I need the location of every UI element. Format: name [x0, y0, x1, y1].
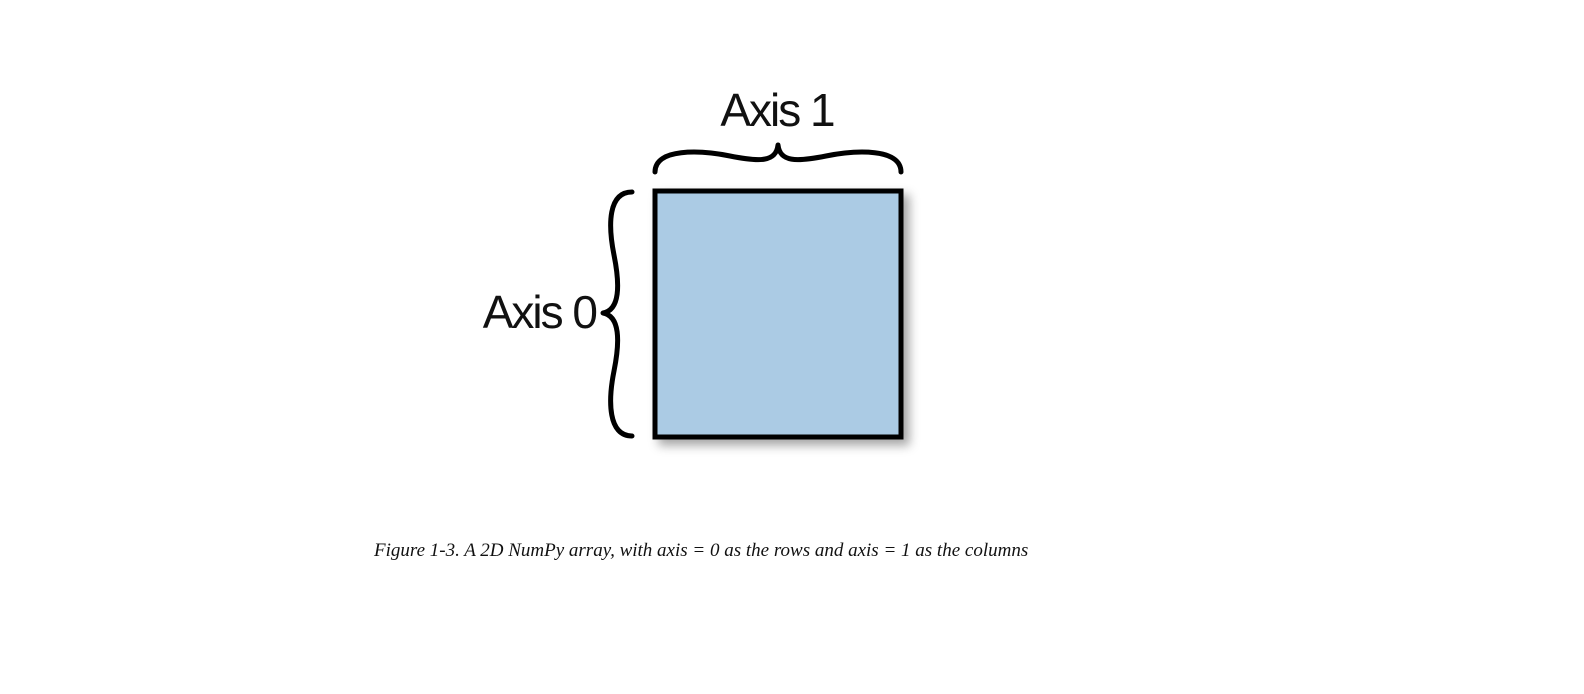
axis0-brace	[600, 189, 635, 439]
array-square	[652, 188, 904, 440]
figure-caption: Figure 1-3. A 2D NumPy array, with axis …	[374, 540, 1029, 561]
axis1-label: Axis 1	[720, 84, 834, 136]
axis0-label: Axis 0	[483, 286, 597, 338]
axis1-brace	[652, 142, 904, 175]
